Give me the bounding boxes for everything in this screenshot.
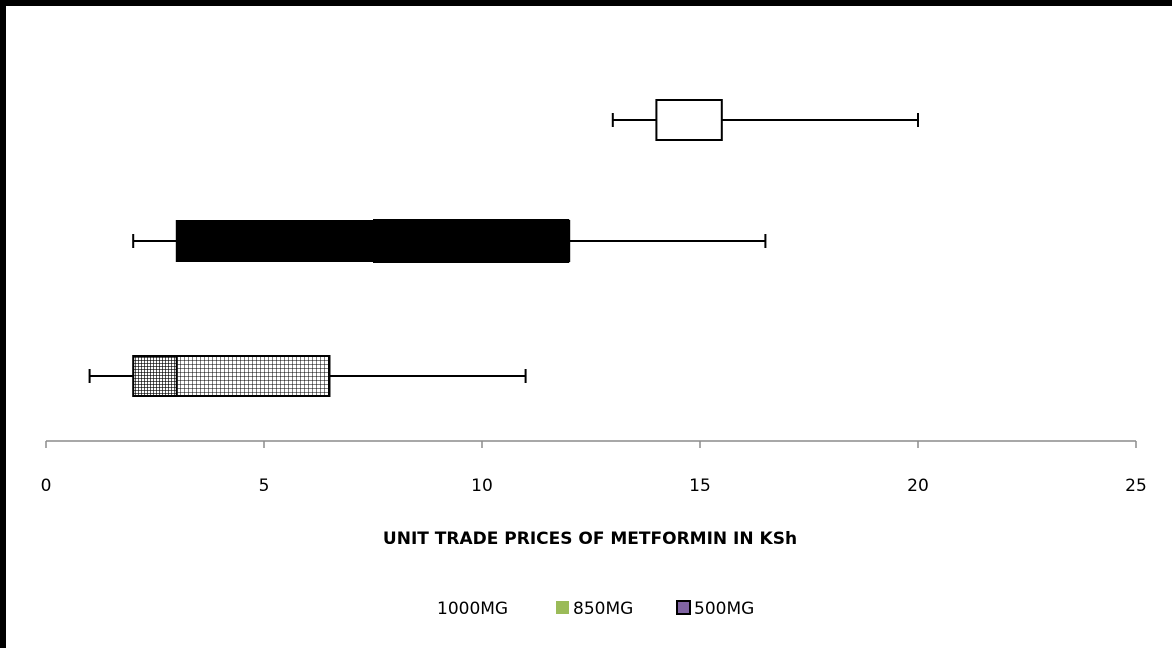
- x-axis-label: UNIT TRADE PRICES OF METFORMIN IN KSh: [383, 529, 797, 549]
- legend-swatch-850mg: [556, 601, 569, 614]
- legend-label-500mg: 500MG: [694, 599, 754, 619]
- x-tick-label-1: 5: [259, 476, 270, 496]
- box-lower-500mg: [133, 356, 177, 396]
- x-tick-label-3: 15: [689, 476, 711, 496]
- box-upper-850mg: [373, 219, 570, 263]
- legend-label-1000mg: 1000MG: [437, 599, 508, 619]
- box-1000mg: [655, 99, 723, 141]
- x-tick-label-2: 10: [471, 476, 493, 496]
- legend-label-850mg: 850MG: [573, 599, 633, 619]
- box-outline-850mg: [175, 220, 571, 262]
- box-lower-850mg: [176, 221, 373, 261]
- box-upper-500mg: [176, 356, 330, 396]
- x-tick-label-5: 25: [1125, 476, 1147, 496]
- legend: 1000MG 850MG 500MG: [437, 599, 754, 619]
- box-upper-outline-500mg: [175, 355, 331, 397]
- legend-swatch-500mg: [676, 600, 691, 615]
- x-tick-label-4: 20: [907, 476, 929, 496]
- x-tick-label-0: 0: [41, 476, 52, 496]
